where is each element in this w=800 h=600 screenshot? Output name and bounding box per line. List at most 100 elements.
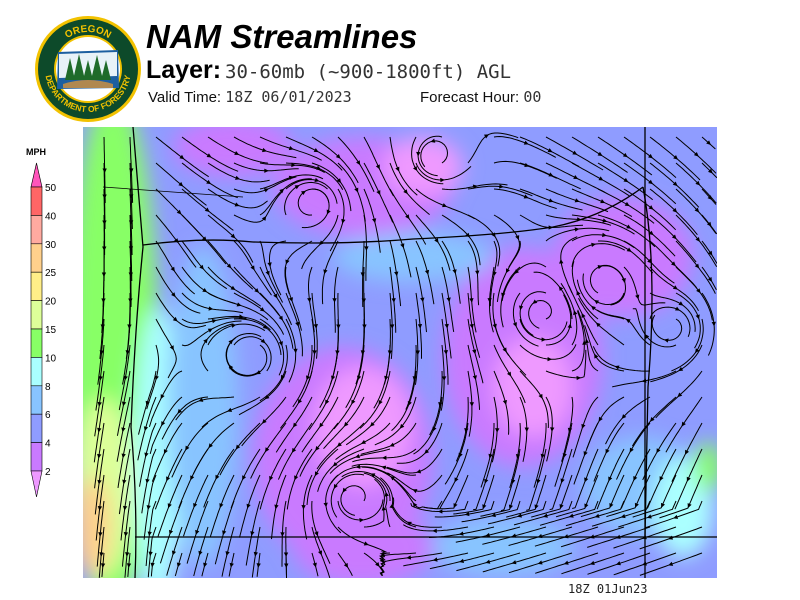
streamline-arrowhead <box>674 306 680 311</box>
streamline-arrowhead <box>661 502 665 508</box>
streamline-arrowhead <box>541 337 547 342</box>
streamline-arrowhead <box>648 179 654 185</box>
colorbar-segment <box>30 243 43 273</box>
streamline-arrowhead <box>261 215 267 221</box>
streamline-arrowhead <box>314 531 319 537</box>
streamline-arrowhead <box>375 164 380 170</box>
streamline-arrowhead <box>354 187 359 193</box>
streamline-arrowhead <box>301 190 306 196</box>
streamline-arrowhead <box>672 181 678 187</box>
colorbar-max-triangle <box>30 162 43 188</box>
streamline-arrowhead <box>174 238 179 244</box>
streamline-arrowhead <box>312 562 317 568</box>
streamline-arrowhead <box>642 561 648 566</box>
streamline-arrowhead <box>625 318 631 324</box>
streamline-arrowhead <box>517 513 522 518</box>
streamline-arrowhead <box>170 266 175 272</box>
streamline-arrowhead <box>226 263 232 269</box>
streamline-arrowhead <box>424 269 430 275</box>
streamline-arrowhead <box>707 276 713 282</box>
streamline-arrowhead <box>203 338 208 344</box>
colorbar-segment <box>30 271 43 301</box>
streamline-arrowhead <box>202 236 207 242</box>
streamline-arrowhead <box>211 319 217 324</box>
streamline-arrowhead <box>626 247 632 252</box>
streamline-arrowhead <box>288 297 293 303</box>
streamline-arrowhead <box>465 232 470 238</box>
streamline-arrowhead <box>145 400 150 406</box>
streamline-arrowhead <box>472 375 477 381</box>
streamline-arrowhead <box>437 509 443 514</box>
streamline-arrowhead <box>97 453 102 459</box>
streamline-arrowhead <box>323 502 328 508</box>
streamline-arrowhead <box>274 504 279 510</box>
streamline-arrowhead <box>495 428 500 433</box>
streamline-arrowhead <box>301 505 306 510</box>
streamline-arrowhead <box>313 148 319 153</box>
streamline-arrowhead <box>416 151 421 157</box>
streamline-arrowhead <box>234 202 240 207</box>
streamline-arrowhead <box>259 307 265 312</box>
streamline-arrowhead <box>548 172 554 177</box>
streamline-arrowhead <box>609 503 614 509</box>
streamline-arrowhead <box>323 269 328 275</box>
streamline-arrowhead <box>547 356 553 362</box>
streamline-arrowhead <box>502 400 508 405</box>
streamline-arrowhead <box>337 442 342 447</box>
streamline-arrowhead <box>341 218 346 224</box>
streamline-arrowhead <box>356 375 362 381</box>
colorbar-tick-label: 20 <box>45 297 57 308</box>
streamline-arrowhead <box>600 199 606 204</box>
streamline-arrowhead <box>659 476 664 482</box>
streamline-arrowhead <box>203 562 208 568</box>
streamline <box>221 526 235 577</box>
streamline-arrowhead <box>381 505 386 511</box>
streamline-arrowhead <box>273 293 278 299</box>
streamline-arrowhead <box>279 188 285 194</box>
streamline-arrowhead <box>469 402 475 407</box>
streamline-arrowhead <box>355 453 360 459</box>
streamline-arrowhead <box>185 445 190 451</box>
streamline-arrowhead <box>693 151 699 157</box>
streamline-arrowhead <box>646 514 652 519</box>
streamline-arrowhead <box>166 476 171 482</box>
streamline-arrowhead <box>536 478 541 484</box>
colorbar-tick-label: 50 <box>45 183 57 194</box>
streamline-arrowhead <box>415 350 420 355</box>
streamline-arrowhead <box>656 448 661 454</box>
streamline-arrowhead <box>228 364 234 370</box>
streamline-arrowhead <box>505 268 510 274</box>
streamline-arrowhead <box>459 558 465 563</box>
streamline-arrowhead <box>629 447 634 453</box>
streamline-arrowhead <box>253 551 258 557</box>
streamline-arrowhead <box>615 561 621 566</box>
streamline-arrowhead <box>123 531 129 537</box>
streamline-arrowhead <box>576 217 582 222</box>
streamline-arrowhead <box>573 175 579 180</box>
streamline-arrowhead <box>444 323 449 329</box>
streamline-arrowhead <box>256 563 261 568</box>
streamline-arrowhead <box>584 503 589 509</box>
streamline-arrowhead <box>230 285 236 290</box>
streamline-arrowhead <box>291 162 296 168</box>
streamline-arrowhead <box>335 153 341 159</box>
streamline-arrowhead <box>333 483 338 489</box>
streamline-arrowhead <box>342 487 347 493</box>
streamline-arrowhead <box>413 166 418 172</box>
streamline-arrowhead <box>458 452 463 458</box>
forecast-hour-value: 00 <box>523 88 542 106</box>
streamline-arrowhead <box>206 179 212 185</box>
colorbar-tick-label: 10 <box>45 353 57 364</box>
streamline-arrowhead <box>540 453 545 459</box>
streamline-arrowhead <box>608 476 613 482</box>
streamline-arrowhead <box>614 365 620 370</box>
streamline-arrowhead <box>390 476 396 481</box>
streamline-arrowhead <box>499 184 504 189</box>
streamline-arrowhead <box>432 528 437 534</box>
streamline-arrowhead <box>198 397 204 402</box>
streamline-arrowhead <box>663 338 669 343</box>
streamline-arrowhead <box>325 399 330 405</box>
streamline-arrowhead <box>568 513 574 518</box>
streamline-arrowhead <box>371 218 377 224</box>
streamline-arrowhead <box>620 513 626 519</box>
